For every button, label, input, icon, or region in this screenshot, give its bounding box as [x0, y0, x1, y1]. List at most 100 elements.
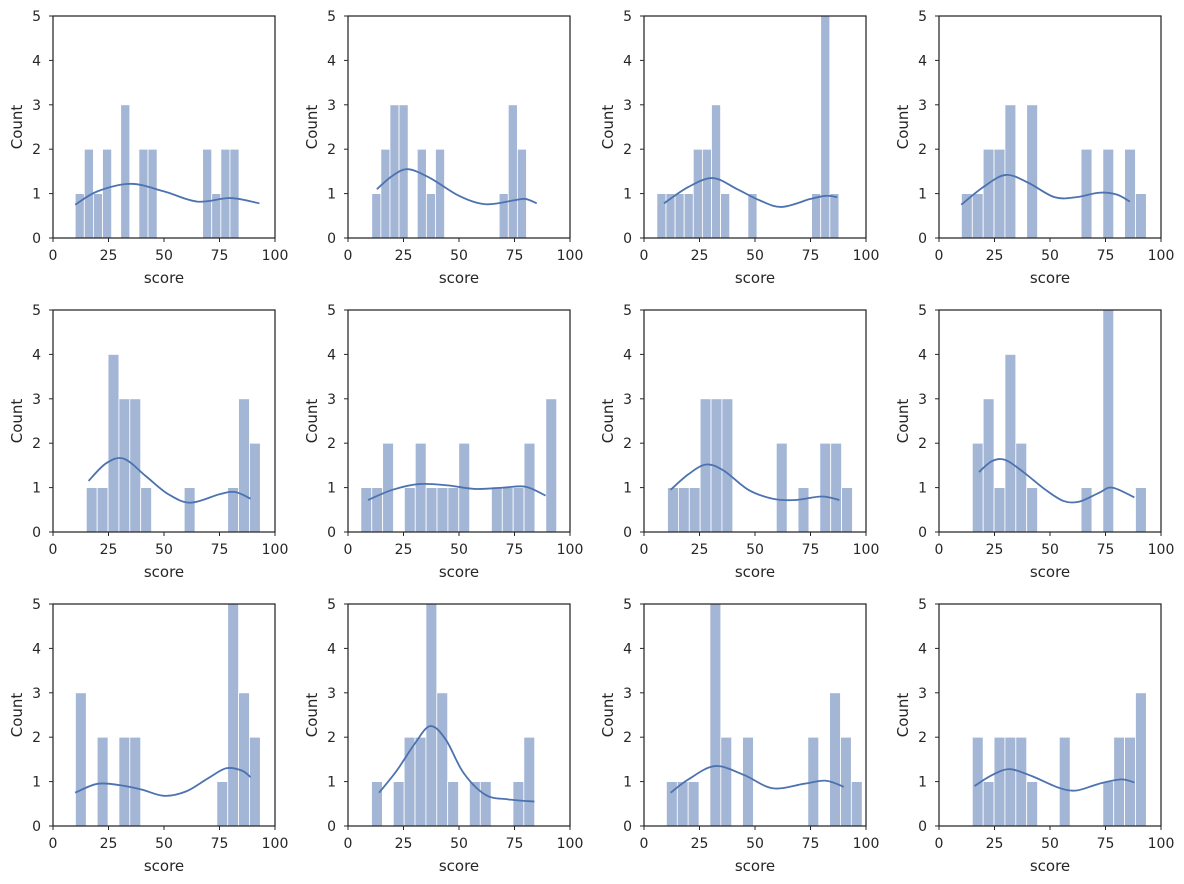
histogram-bar [1004, 736, 1017, 827]
subplot-11: 0 25 50 75 100 0 1 2 3 4 5 score Count [599, 597, 879, 875]
y-tick-label: 3 [623, 98, 632, 114]
histogram-bar [1135, 692, 1147, 827]
histogram-bar [380, 148, 391, 239]
y-tick-label: 2 [327, 142, 336, 158]
x-tick-label: 50 [450, 248, 468, 264]
y-tick-label: 1 [918, 775, 927, 791]
x-tick-label: 100 [557, 542, 584, 558]
y-tick-label: 5 [32, 303, 41, 319]
histogram-bar [425, 487, 438, 533]
x-tick-label: 25 [691, 248, 709, 264]
y-tick-label: 0 [918, 525, 927, 541]
histogram-bar [1026, 781, 1038, 827]
kde-line [670, 463, 840, 502]
histogram-bar [512, 487, 525, 533]
x-tick-label: 75 [1097, 542, 1115, 558]
histogram-bar [850, 781, 863, 827]
histogram-bar [678, 487, 690, 533]
histogram-bar [129, 398, 142, 533]
kde-line [367, 482, 546, 501]
histogram-bar [775, 442, 788, 533]
histogram-bar [93, 193, 103, 239]
histogram-bar [1004, 104, 1017, 239]
kde-line [978, 458, 1135, 504]
x-axis-label: score [144, 857, 184, 875]
histogram-bar [216, 781, 229, 827]
x-tick-label: 25 [395, 542, 413, 558]
subplot-2: 0 25 50 75 100 0 1 2 3 4 5 score Count [303, 9, 583, 287]
x-tick-label: 75 [506, 836, 524, 852]
y-tick-label: 5 [623, 9, 632, 25]
histogram-bar [683, 193, 694, 239]
y-tick-label: 2 [623, 730, 632, 746]
subplot-1: 0 25 50 75 100 0 1 2 3 4 5 score Count [8, 9, 288, 287]
x-tick-label: 50 [746, 248, 764, 264]
x-tick-label: 100 [853, 542, 880, 558]
histogram-bar [118, 398, 131, 533]
y-tick-label: 1 [327, 187, 336, 203]
x-tick-label: 75 [211, 248, 229, 264]
y-axis-label: Count [303, 399, 321, 444]
subplot-3: 0 25 50 75 100 0 1 2 3 4 5 score Count [599, 9, 879, 287]
x-tick-label: 100 [1148, 248, 1175, 264]
x-axis-label: score [439, 857, 479, 875]
x-tick-label: 0 [344, 248, 353, 264]
histogram-bar [687, 781, 700, 827]
histogram-bar [1102, 309, 1115, 533]
histogram-bar [830, 442, 842, 533]
histogram-bar [371, 781, 383, 827]
y-tick-label: 0 [327, 525, 336, 541]
x-tick-label: 50 [155, 248, 173, 264]
y-tick-label: 1 [623, 481, 632, 497]
histogram-bar [1124, 148, 1136, 239]
kde-line [74, 182, 260, 206]
histogram-bar [435, 148, 445, 239]
y-tick-label: 5 [918, 303, 927, 319]
y-tick-label: 1 [32, 481, 41, 497]
x-tick-label: 0 [49, 542, 58, 558]
x-tick-label: 100 [262, 542, 289, 558]
histogram-bar [720, 193, 731, 239]
histogram-bar [382, 442, 394, 533]
y-tick-label: 5 [327, 597, 336, 613]
histogram-bar [249, 736, 261, 827]
histogram-bar [107, 353, 120, 533]
histogram-bar [1058, 736, 1071, 827]
y-tick-label: 0 [32, 525, 41, 541]
histogram-bar [711, 104, 721, 239]
x-tick-label: 50 [155, 542, 173, 558]
y-tick-label: 4 [918, 347, 927, 363]
kde-line [974, 768, 1135, 792]
histogram-bar [138, 148, 149, 239]
x-tick-label: 50 [155, 836, 173, 852]
histogram-bar [709, 603, 722, 827]
y-tick-label: 5 [623, 303, 632, 319]
x-tick-label: 0 [935, 836, 944, 852]
x-tick-label: 75 [506, 542, 524, 558]
y-tick-label: 3 [623, 686, 632, 702]
histogram-bar [469, 781, 481, 827]
x-tick-label: 75 [211, 836, 229, 852]
y-axis-label: Count [303, 693, 321, 738]
y-tick-label: 3 [327, 686, 336, 702]
histogram-bar [371, 193, 382, 239]
y-tick-label: 0 [623, 819, 632, 835]
subplot-10: 0 25 50 75 100 0 1 2 3 4 5 score Count [303, 597, 583, 875]
x-tick-label: 25 [395, 248, 413, 264]
y-tick-label: 4 [327, 641, 336, 657]
x-tick-label: 25 [395, 836, 413, 852]
subplot-6: 0 25 50 75 100 0 1 2 3 4 5 score Count [303, 303, 583, 581]
subplot-5: 0 25 50 75 100 0 1 2 3 4 5 score Count [8, 303, 288, 581]
histogram-bar [425, 603, 438, 827]
histogram-bar [545, 398, 558, 533]
histogram-bar [819, 442, 832, 533]
x-tick-label: 100 [853, 836, 880, 852]
y-tick-label: 1 [327, 481, 336, 497]
histogram-bar [227, 603, 239, 827]
histogram-bar [971, 193, 984, 239]
y-tick-label: 5 [327, 9, 336, 25]
histogram-bar [202, 148, 213, 239]
histogram-bar [507, 104, 518, 239]
histogram-bar [993, 736, 1006, 827]
x-tick-label: 25 [986, 542, 1004, 558]
